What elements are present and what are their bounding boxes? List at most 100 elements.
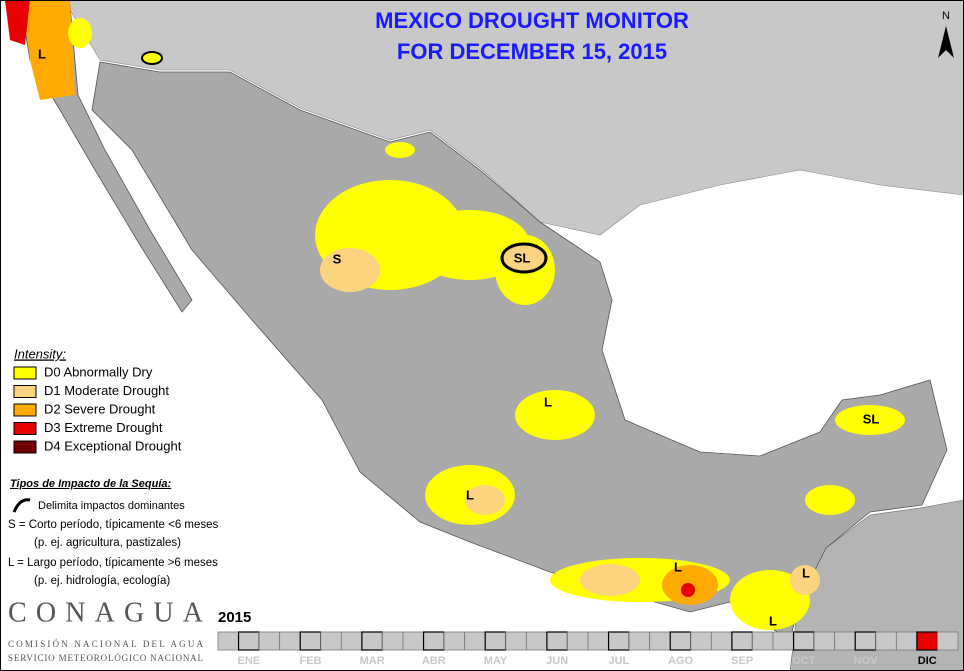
timeline-week xyxy=(854,631,877,651)
drought-areas xyxy=(5,0,905,630)
drought-area xyxy=(465,485,505,515)
boundary-symbol xyxy=(12,498,31,513)
timeline-week xyxy=(422,631,445,651)
timeline-week xyxy=(484,631,507,651)
timeline-week xyxy=(710,631,733,651)
timeline-month: ENE xyxy=(238,655,261,667)
timeline-week xyxy=(690,631,712,651)
timeline-month: DIC xyxy=(918,655,937,667)
legend-label: D3 Extreme Drought xyxy=(44,420,163,435)
timeline-month: JUL xyxy=(608,655,629,667)
timeline-year: 2015 xyxy=(218,609,251,626)
drought-area xyxy=(681,583,695,597)
legend-label: D1 Moderate Drought xyxy=(44,383,169,398)
timeline-week xyxy=(279,631,301,651)
timeline-week xyxy=(505,631,527,651)
timeline-week xyxy=(916,631,939,651)
logo-line: SERVICIO METEOROLÓGICO NACIONAL xyxy=(8,653,203,663)
impact-label: SL xyxy=(863,411,880,426)
legend-title: Intensity: xyxy=(14,346,66,361)
impact-text: L = Largo período, típicamente >6 meses xyxy=(8,557,218,569)
drought-area xyxy=(790,565,820,595)
drought-area xyxy=(515,390,595,440)
impacts-boundary: Delimita impactos dominantes xyxy=(38,500,185,512)
timeline-month: MAY xyxy=(484,655,508,667)
impact-note: (p. ej. hidrología, ecología) xyxy=(34,575,170,587)
timeline-week xyxy=(217,631,239,651)
timeline-week xyxy=(752,631,774,651)
impact-label: L xyxy=(802,565,810,580)
timeline-week xyxy=(772,631,794,651)
drought-area xyxy=(385,142,415,158)
impact-label: L xyxy=(466,487,474,502)
timeline-week xyxy=(937,631,959,651)
timeline-week xyxy=(237,631,260,651)
logo-line: COMISIÓN NACIONAL DEL AGUA xyxy=(8,639,204,649)
timeline-week xyxy=(546,631,569,651)
timeline-week xyxy=(669,631,692,651)
title: FOR DECEMBER 15, 2015 xyxy=(397,39,667,64)
timeline-month: AGO xyxy=(668,655,694,667)
impact-label: S xyxy=(333,251,342,266)
timeline-week xyxy=(258,631,281,651)
legend-swatch xyxy=(13,385,37,398)
impact-label: L xyxy=(769,613,777,628)
north-label: N xyxy=(942,10,950,22)
timeline-month: OCT xyxy=(792,655,816,667)
usa xyxy=(0,0,964,236)
timeline-week xyxy=(813,631,836,651)
drought-area xyxy=(835,405,905,435)
timeline-week xyxy=(649,631,671,651)
timeline-week xyxy=(361,631,384,651)
timeline-week xyxy=(382,631,404,651)
timeline-week xyxy=(875,631,897,651)
drought-area xyxy=(580,564,640,596)
impact-label: L xyxy=(38,46,46,61)
timeline-week xyxy=(587,631,609,651)
legend-swatch xyxy=(13,366,37,380)
impact-boundary xyxy=(500,242,548,274)
title: MEXICO DROUGHT MONITOR xyxy=(375,8,689,33)
timeline-month: NOV xyxy=(854,655,879,667)
timeline-week xyxy=(443,631,466,651)
timeline-week xyxy=(299,631,322,651)
drought-area xyxy=(5,0,30,45)
timeline-week xyxy=(525,631,548,651)
drought-area xyxy=(141,51,163,65)
timeline-week xyxy=(340,631,363,651)
drought-area xyxy=(68,18,92,48)
impact-text: S = Corto período, típicamente <6 meses xyxy=(8,519,219,531)
timeline-week xyxy=(567,631,589,651)
impact-note: (p. ej. agricultura, pastizales) xyxy=(34,537,181,549)
timeline-week xyxy=(834,631,856,651)
impact-label: L xyxy=(674,559,682,574)
logo: CONAGUA COMISIÓN NACIONAL DEL AGUA SERVI… xyxy=(8,597,204,663)
timeline-week xyxy=(402,631,424,651)
drought-area xyxy=(730,570,810,630)
drought-area xyxy=(320,248,380,292)
north-arrow xyxy=(938,26,954,58)
impact-label: L xyxy=(544,394,552,409)
timeline-week xyxy=(628,631,651,651)
timeline-week xyxy=(607,631,630,651)
drought-area xyxy=(22,0,75,100)
timeline-month: MAR xyxy=(360,655,385,667)
impact-label: SL xyxy=(514,250,531,265)
mexico-mainland xyxy=(91,61,948,641)
timeline-week xyxy=(320,631,342,651)
timeline-month: FEB xyxy=(300,655,322,667)
timeline-week xyxy=(464,631,486,651)
legend-label: D2 Severe Drought xyxy=(44,401,156,416)
timeline-month: ABR xyxy=(422,655,446,667)
logo-name: CONAGUA xyxy=(8,597,204,628)
timeline-week xyxy=(731,631,754,651)
timeline-week xyxy=(792,631,815,651)
legend-label: D0 Abnormally Dry xyxy=(44,364,153,379)
timeline-month: SEP xyxy=(731,655,753,667)
drought-area xyxy=(805,485,855,515)
legend-swatch xyxy=(13,403,37,417)
impacts-title: Tipos de Impacto de la Sequía: xyxy=(10,478,172,490)
timeline-week xyxy=(895,631,918,651)
timeline-month: JUN xyxy=(546,655,568,667)
